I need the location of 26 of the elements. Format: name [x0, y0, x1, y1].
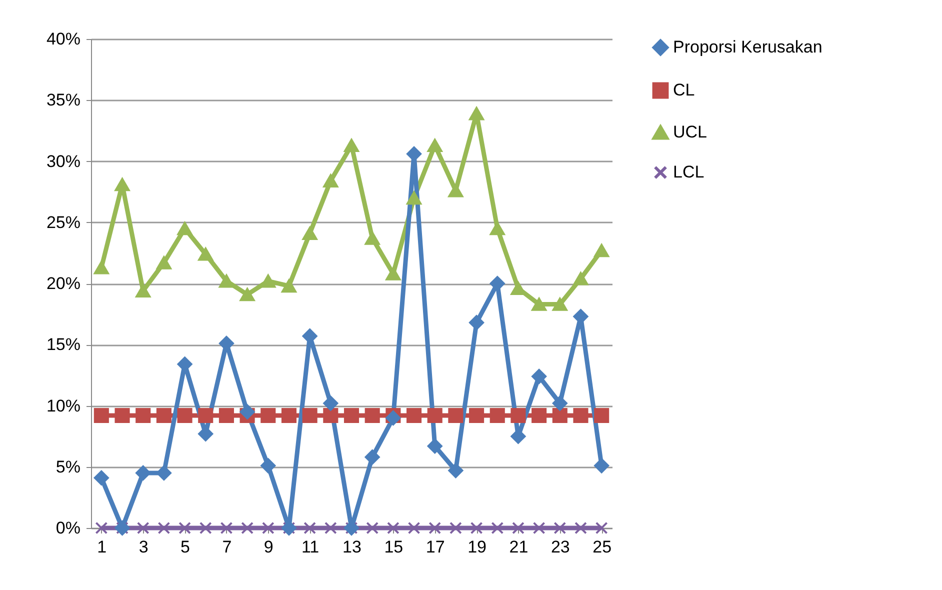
legend-label: Proporsi Kerusakan — [673, 38, 822, 56]
y-tick-label: 40% — [46, 30, 80, 48]
y-tick-label: 5% — [56, 457, 80, 476]
legend-label: UCL — [673, 122, 708, 142]
y-tick-label: 35% — [46, 90, 80, 110]
x-tick-label: 21 — [509, 538, 528, 556]
y-tick-label: 0% — [56, 518, 80, 538]
x-tick-label: 15 — [384, 538, 404, 556]
x-tick-label: 23 — [550, 538, 570, 556]
x-tick-label: 25 — [592, 538, 612, 556]
y-tick-label: 20% — [46, 274, 80, 293]
x-tick-label: 13 — [342, 538, 362, 556]
y-tick-label: 15% — [46, 335, 80, 354]
x-tick-label: 9 — [264, 538, 274, 556]
y-tick-label: 10% — [46, 396, 80, 416]
x-tick-label: 11 — [301, 538, 320, 556]
x-tick-label: 7 — [222, 538, 232, 556]
x-tick-label: 3 — [138, 538, 148, 556]
x-tick-label: 17 — [426, 538, 445, 556]
y-tick-label: 30% — [46, 152, 80, 171]
y-tick-label: 25% — [46, 212, 80, 232]
legend-label: CL — [673, 80, 695, 100]
x-tick-label: 1 — [97, 538, 107, 556]
x-tick-label: 19 — [468, 538, 486, 556]
x-tick-label: 5 — [180, 538, 190, 556]
legend-label: LCL — [673, 162, 704, 182]
